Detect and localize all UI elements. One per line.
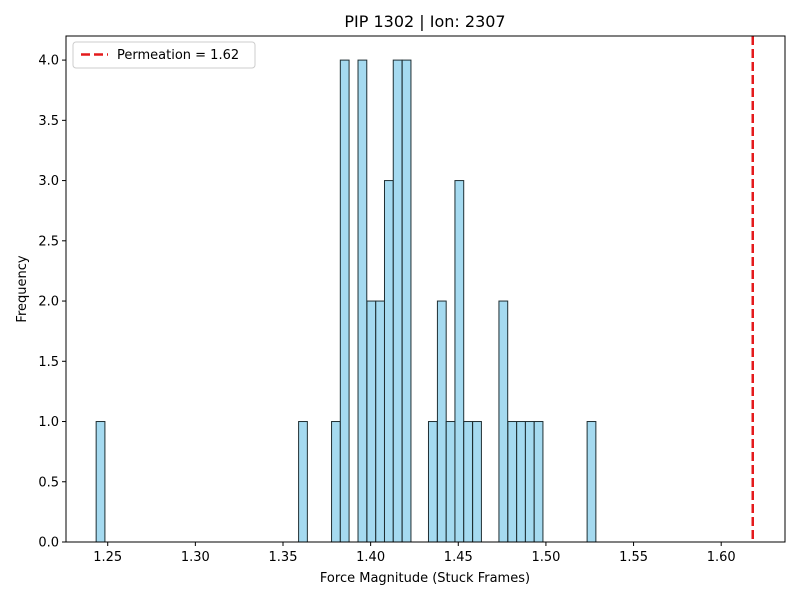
- x-tick-label: 1.35: [269, 550, 298, 565]
- y-tick-label: 2.0: [38, 295, 59, 310]
- plot-frame: [65, 35, 786, 543]
- histogram-bar: [427, 421, 438, 543]
- y-tick-label: 1.0: [38, 415, 59, 430]
- y-tick-label: 0.0: [38, 536, 59, 551]
- chart-title: PIP 1302 | Ion: 2307: [344, 12, 505, 31]
- histogram-bar: [516, 421, 526, 543]
- x-tick-label: 1.55: [619, 550, 648, 565]
- histogram-bar: [533, 421, 544, 543]
- x-tick-label: 1.45: [444, 550, 473, 565]
- x-axis-label: Force Magnitude (Stuck Frames): [320, 571, 530, 586]
- y-tick-label: 3.0: [38, 174, 59, 189]
- histogram-bar: [339, 59, 350, 543]
- x-tick-label: 1.60: [707, 550, 736, 565]
- histogram-bar: [524, 421, 535, 543]
- histogram-bar: [507, 421, 518, 543]
- legend-threshold-label: Permeation = 1.62: [117, 48, 239, 63]
- histogram-bar: [375, 300, 385, 543]
- legend: Permeation = 1.62: [72, 41, 256, 69]
- y-tick-label: 3.5: [38, 114, 59, 129]
- y-axis-label: Frequency: [15, 255, 30, 322]
- legend-box: [72, 41, 256, 69]
- x-tick-label: 1.30: [181, 550, 210, 565]
- histogram-bar: [95, 421, 106, 543]
- histogram-bar: [454, 180, 465, 543]
- histogram-bar: [586, 421, 597, 543]
- histogram-bar: [436, 300, 447, 543]
- histogram-bar: [357, 59, 368, 543]
- x-axis-ticks: 1.25 1.30 1.35 1.40 1.45 1.50 1.55 1.60: [93, 542, 736, 565]
- x-tick-label: 1.40: [356, 550, 385, 565]
- histogram-bar: [401, 59, 412, 543]
- histogram-bar: [498, 300, 509, 543]
- histogram-bar: [331, 421, 341, 543]
- histogram-bar: [463, 421, 473, 543]
- y-tick-label: 2.5: [38, 234, 59, 249]
- y-tick-label: 0.5: [38, 475, 59, 490]
- histogram-bar: [298, 421, 308, 543]
- x-tick-label: 1.25: [93, 550, 122, 565]
- histogram-bar: [383, 180, 394, 543]
- histogram-bar: [366, 300, 377, 543]
- y-tick-label: 1.5: [38, 355, 59, 370]
- histogram-bar: [445, 421, 456, 543]
- histogram-bar: [392, 59, 403, 543]
- histogram-bar: [472, 421, 482, 543]
- y-axis-ticks: 0.0 0.5 1.0 1.5 2.0 2.5 3.0 3.5 4.0: [38, 54, 66, 551]
- x-tick-label: 1.50: [531, 550, 560, 565]
- y-tick-label: 4.0: [38, 54, 59, 69]
